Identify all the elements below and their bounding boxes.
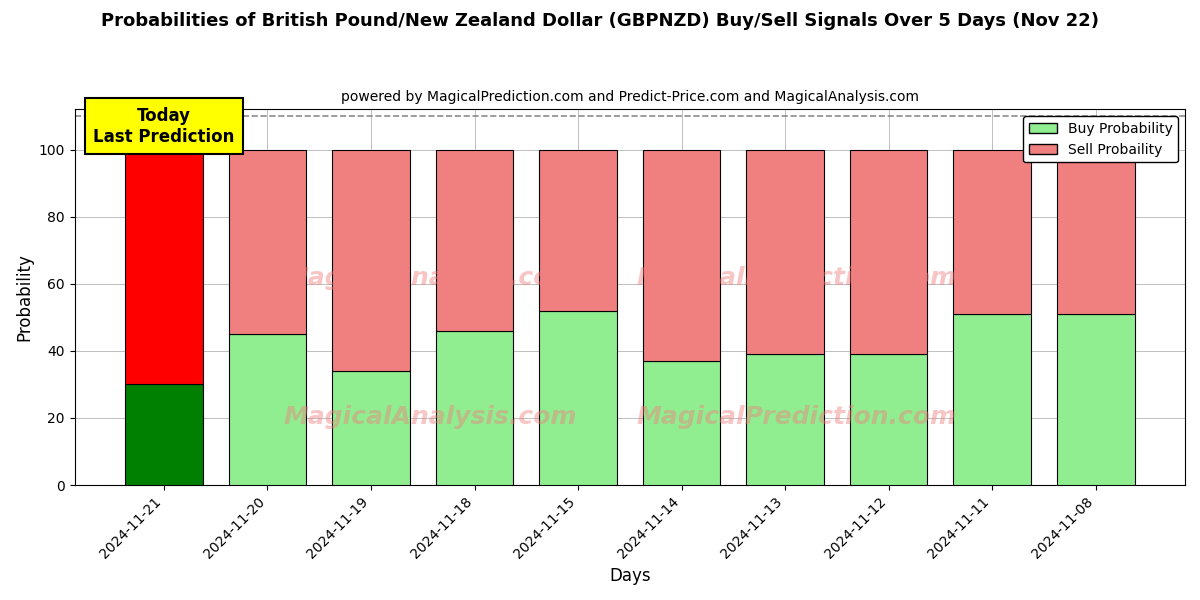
Bar: [539, 149, 617, 311]
Text: MagicalAnalysis.com: MagicalAnalysis.com: [283, 266, 577, 290]
Y-axis label: Probability: Probability: [16, 253, 34, 341]
Text: MagicalPrediction.com: MagicalPrediction.com: [636, 266, 956, 290]
Bar: [332, 149, 410, 371]
Bar: [332, 371, 410, 485]
Title: powered by MagicalPrediction.com and Predict-Price.com and MagicalAnalysis.com: powered by MagicalPrediction.com and Pre…: [341, 90, 919, 104]
X-axis label: Days: Days: [610, 567, 650, 585]
Bar: [746, 354, 824, 485]
Bar: [1057, 149, 1134, 314]
Text: Probabilities of British Pound/New Zealand Dollar (GBPNZD) Buy/Sell Signals Over: Probabilities of British Pound/New Zeala…: [101, 12, 1099, 30]
Bar: [125, 385, 203, 485]
Text: MagicalPrediction.com: MagicalPrediction.com: [636, 406, 956, 430]
Bar: [436, 331, 514, 485]
Text: Today
Last Prediction: Today Last Prediction: [94, 107, 235, 146]
Text: MagicalAnalysis.com: MagicalAnalysis.com: [283, 406, 577, 430]
Bar: [643, 361, 720, 485]
Bar: [746, 149, 824, 354]
Legend: Buy Probability, Sell Probaility: Buy Probability, Sell Probaility: [1024, 116, 1178, 163]
Bar: [643, 149, 720, 361]
Bar: [436, 149, 514, 331]
Bar: [1057, 314, 1134, 485]
Bar: [953, 149, 1031, 314]
Bar: [850, 354, 928, 485]
Bar: [953, 314, 1031, 485]
Bar: [539, 311, 617, 485]
Bar: [229, 334, 306, 485]
Bar: [229, 149, 306, 334]
Bar: [850, 149, 928, 354]
Bar: [125, 149, 203, 385]
